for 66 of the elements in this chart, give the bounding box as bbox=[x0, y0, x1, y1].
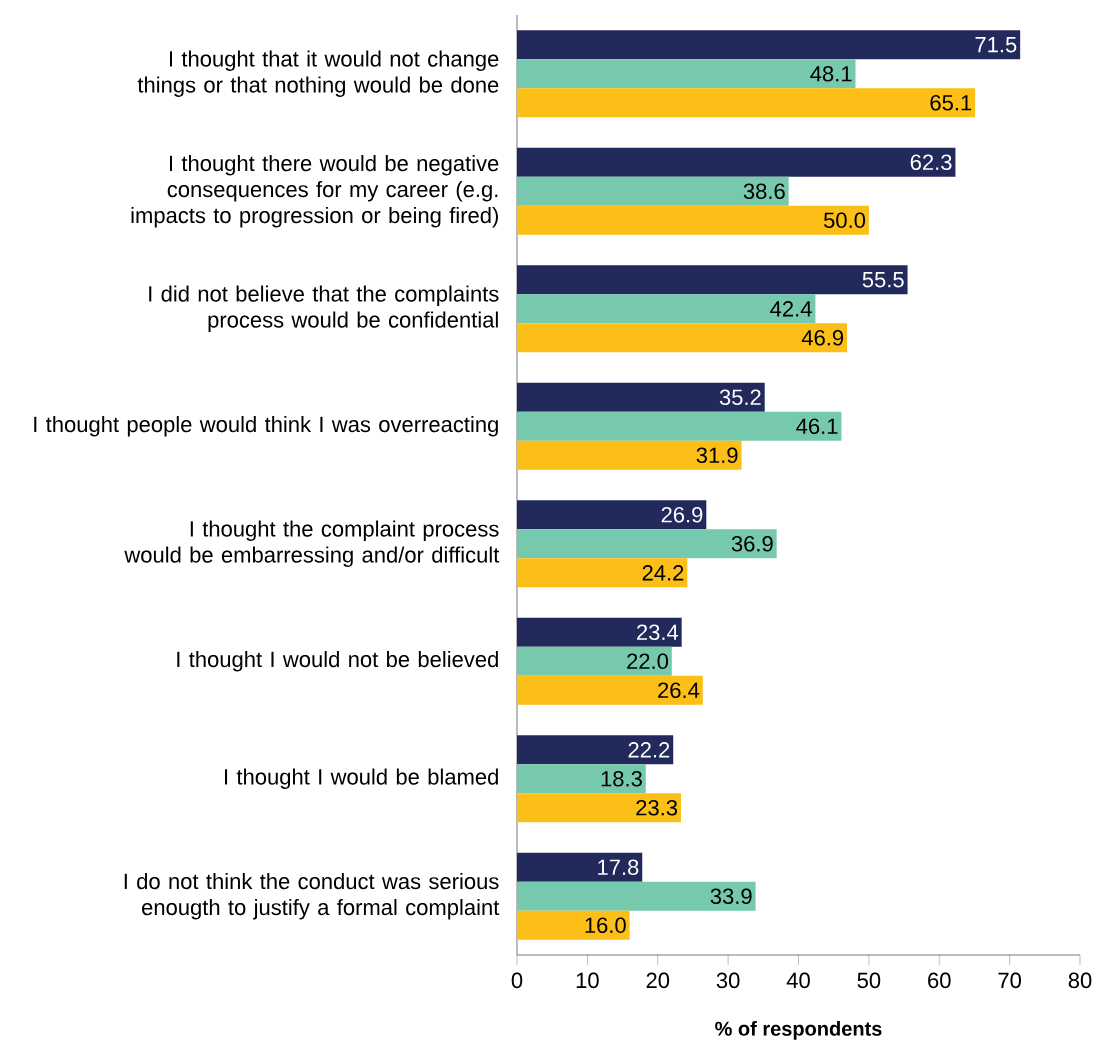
data-label: 23.4 bbox=[637, 624, 679, 641]
x-tick-label: 50 bbox=[857, 972, 881, 989]
y-tick-label: I thought people would think I was overreacting bbox=[34, 415, 498, 437]
x-tick-label: 20 bbox=[646, 972, 670, 989]
x-tick-label: 30 bbox=[716, 972, 740, 989]
bar bbox=[517, 617, 682, 647]
y-tick-label: I thought there would be negative consequences for my career (e.g. impacts to progression or being fired) bbox=[131, 154, 499, 228]
x-tick-label: 10 bbox=[576, 972, 599, 989]
data-label: 33.9 bbox=[710, 888, 752, 905]
data-label: 46.1 bbox=[796, 418, 838, 435]
data-label: 26.9 bbox=[661, 506, 703, 523]
bar bbox=[517, 852, 643, 882]
data-label: 71.5 bbox=[975, 37, 1017, 53]
data-label: 50.0 bbox=[823, 212, 866, 229]
bar bbox=[517, 675, 703, 705]
y-tick-label: I thought the complaint process would be embarressing and/or difficult bbox=[124, 520, 500, 567]
x-tick-label: 60 bbox=[928, 972, 951, 989]
y-tick-label: I thought I would not be believed bbox=[177, 650, 498, 672]
bar bbox=[517, 147, 956, 177]
data-label: 38.6 bbox=[743, 183, 785, 200]
data-label: 36.9 bbox=[731, 535, 773, 552]
bar bbox=[517, 881, 756, 911]
bar bbox=[517, 323, 848, 353]
data-label: 46.9 bbox=[801, 329, 844, 346]
data-label: 16.0 bbox=[585, 917, 626, 934]
bar bbox=[517, 558, 688, 588]
bar bbox=[517, 30, 1021, 60]
x-tick-label: 40 bbox=[786, 972, 810, 989]
data-label: 26.4 bbox=[658, 682, 700, 699]
x-axis-title: % of respondents bbox=[715, 1021, 882, 1040]
data-label: 18.3 bbox=[601, 770, 642, 787]
bar bbox=[517, 910, 630, 940]
bar bbox=[517, 59, 856, 89]
bar bbox=[517, 88, 976, 118]
bar bbox=[517, 764, 646, 794]
data-label: 42.4 bbox=[770, 301, 812, 317]
data-label: 17.8 bbox=[598, 859, 639, 876]
bar bbox=[517, 176, 789, 206]
bar bbox=[517, 793, 681, 823]
bar bbox=[517, 411, 842, 441]
bar bbox=[517, 205, 869, 235]
data-label: 65.1 bbox=[930, 94, 972, 111]
data-label: 22.0 bbox=[627, 653, 669, 670]
data-label: 48.1 bbox=[810, 65, 852, 82]
data-label: 22.2 bbox=[628, 742, 670, 758]
data-label: 23.3 bbox=[636, 799, 678, 816]
bar bbox=[517, 382, 765, 412]
x-tick-label: 80 bbox=[1068, 972, 1092, 989]
bar bbox=[517, 735, 674, 765]
x-tick-label: 0 bbox=[511, 972, 523, 989]
data-label: 24.2 bbox=[642, 565, 684, 581]
bar bbox=[517, 440, 742, 470]
y-tick-label: I did not believe that the complaints process would be confidential bbox=[149, 285, 499, 332]
y-tick-label: I thought I would be blamed bbox=[225, 768, 498, 789]
bar bbox=[517, 529, 777, 559]
y-tick-label: I thought that it would not change things or that nothing would be done bbox=[137, 50, 499, 97]
y-tick-label: I do not think the conduct was serious enougth to justify a formal complaint bbox=[124, 872, 500, 920]
bar bbox=[517, 500, 707, 530]
bar bbox=[517, 265, 908, 295]
data-label: 35.2 bbox=[719, 389, 761, 406]
x-tick-label: 70 bbox=[998, 972, 1021, 989]
bar bbox=[517, 294, 816, 324]
data-label: 55.5 bbox=[862, 272, 904, 288]
data-label: 31.9 bbox=[696, 447, 738, 464]
data-label: 62.3 bbox=[910, 154, 952, 171]
bar bbox=[517, 646, 672, 676]
